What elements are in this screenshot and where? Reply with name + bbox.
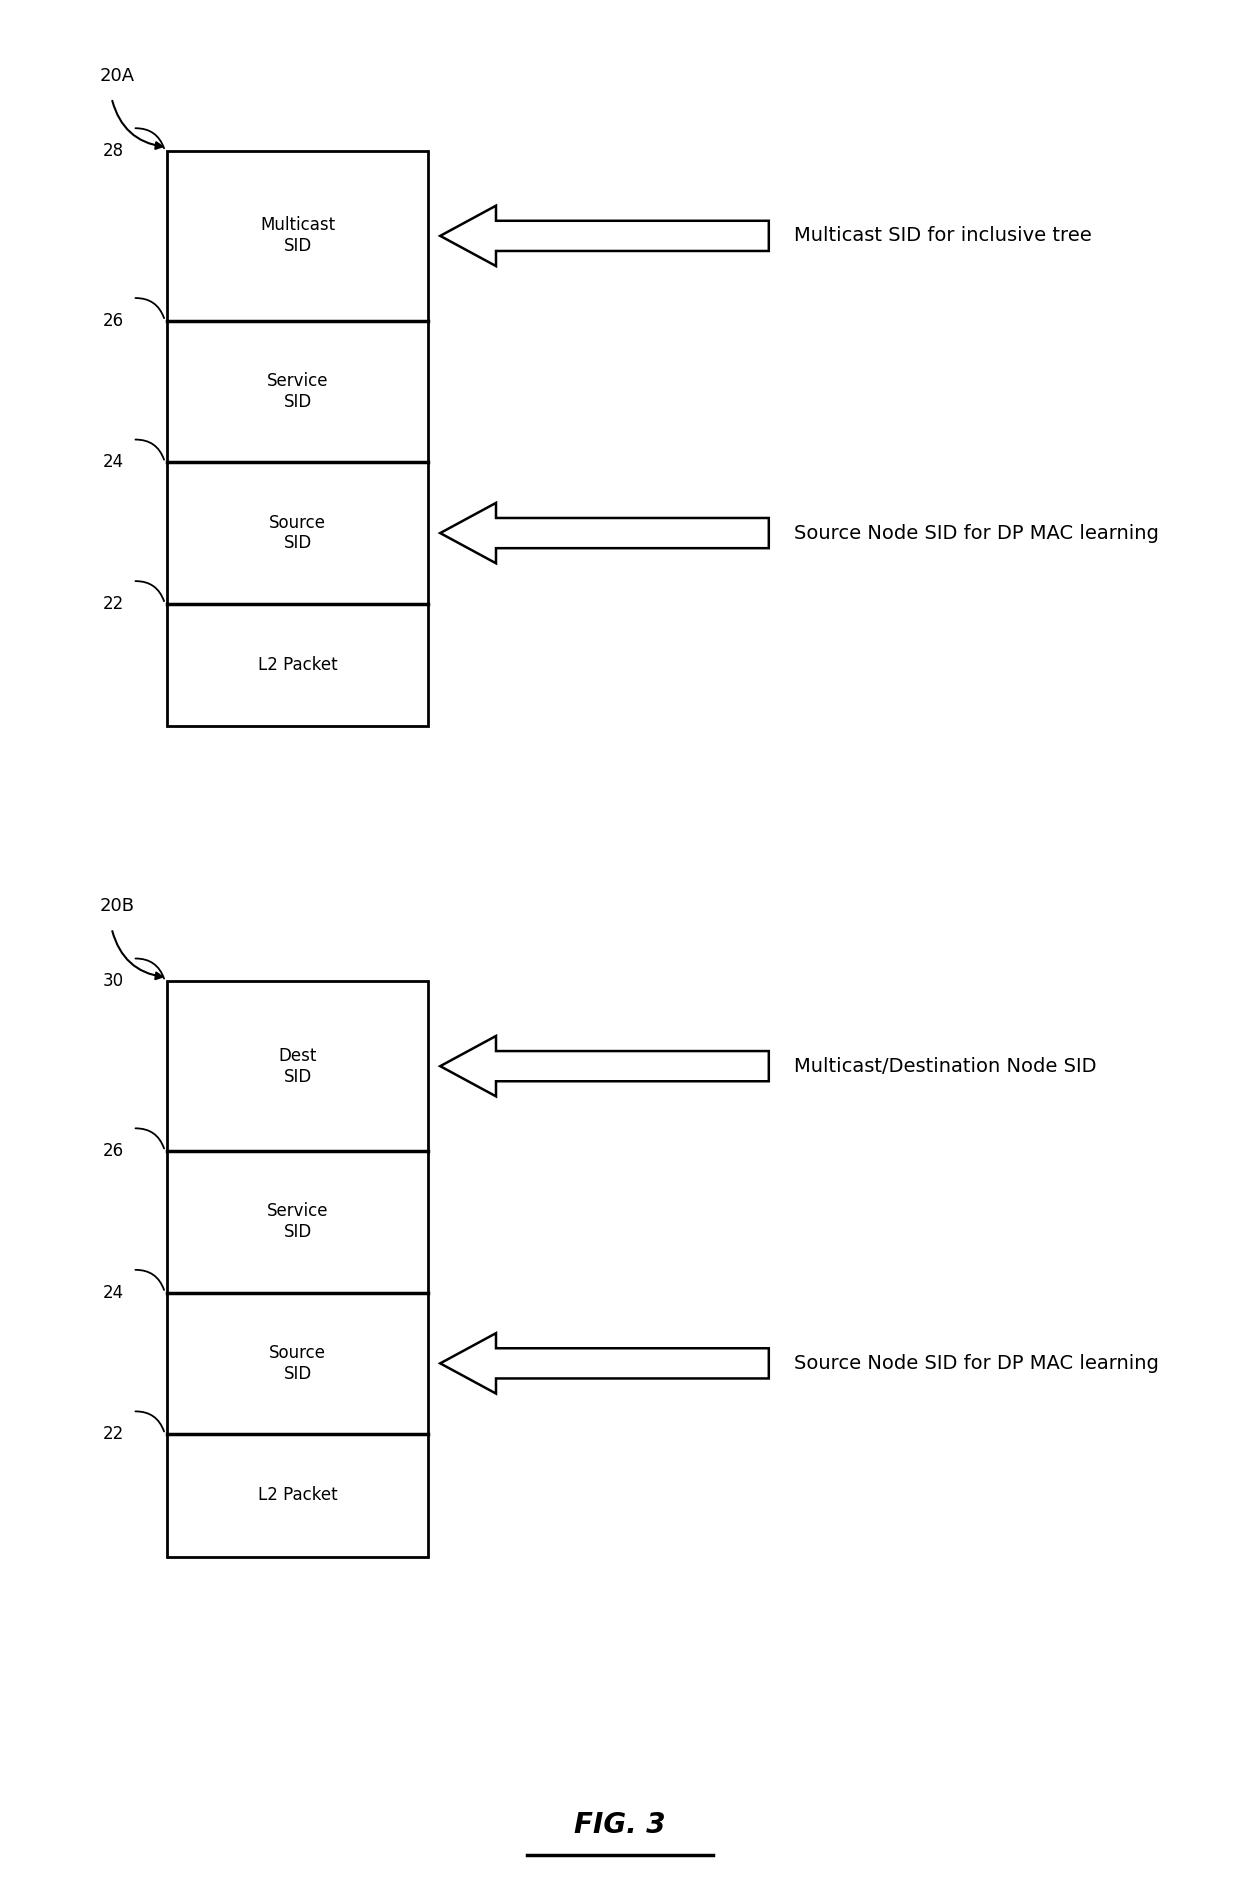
Text: 26: 26 xyxy=(103,311,124,330)
Polygon shape xyxy=(440,502,769,562)
Text: 20B: 20B xyxy=(99,896,134,915)
Text: 22: 22 xyxy=(103,1425,124,1444)
Text: Dest
SID: Dest SID xyxy=(279,1047,316,1085)
Text: 26: 26 xyxy=(103,1142,124,1161)
Text: Source
SID: Source SID xyxy=(269,1344,326,1383)
Text: 22: 22 xyxy=(103,594,124,613)
Text: Source Node SID for DP MAC learning: Source Node SID for DP MAC learning xyxy=(794,523,1158,543)
Polygon shape xyxy=(440,206,769,266)
Bar xyxy=(167,151,428,726)
Text: Source
SID: Source SID xyxy=(269,513,326,553)
Text: Service
SID: Service SID xyxy=(267,372,329,411)
Polygon shape xyxy=(440,1036,769,1096)
Polygon shape xyxy=(440,1332,769,1393)
Text: Multicast
SID: Multicast SID xyxy=(260,217,335,255)
Text: Multicast/Destination Node SID: Multicast/Destination Node SID xyxy=(794,1057,1096,1076)
Text: Service
SID: Service SID xyxy=(267,1202,329,1242)
Text: Multicast SID for inclusive tree: Multicast SID for inclusive tree xyxy=(794,226,1091,245)
Text: 30: 30 xyxy=(103,972,124,991)
Text: 24: 24 xyxy=(103,1283,124,1302)
Text: L2 Packet: L2 Packet xyxy=(258,1487,337,1504)
Text: 24: 24 xyxy=(103,453,124,472)
Text: 28: 28 xyxy=(103,142,124,160)
Bar xyxy=(167,981,428,1557)
Text: Source Node SID for DP MAC learning: Source Node SID for DP MAC learning xyxy=(794,1353,1158,1374)
Text: FIG. 3: FIG. 3 xyxy=(574,1812,666,1838)
Text: L2 Packet: L2 Packet xyxy=(258,657,337,674)
Text: 20A: 20A xyxy=(99,66,134,85)
